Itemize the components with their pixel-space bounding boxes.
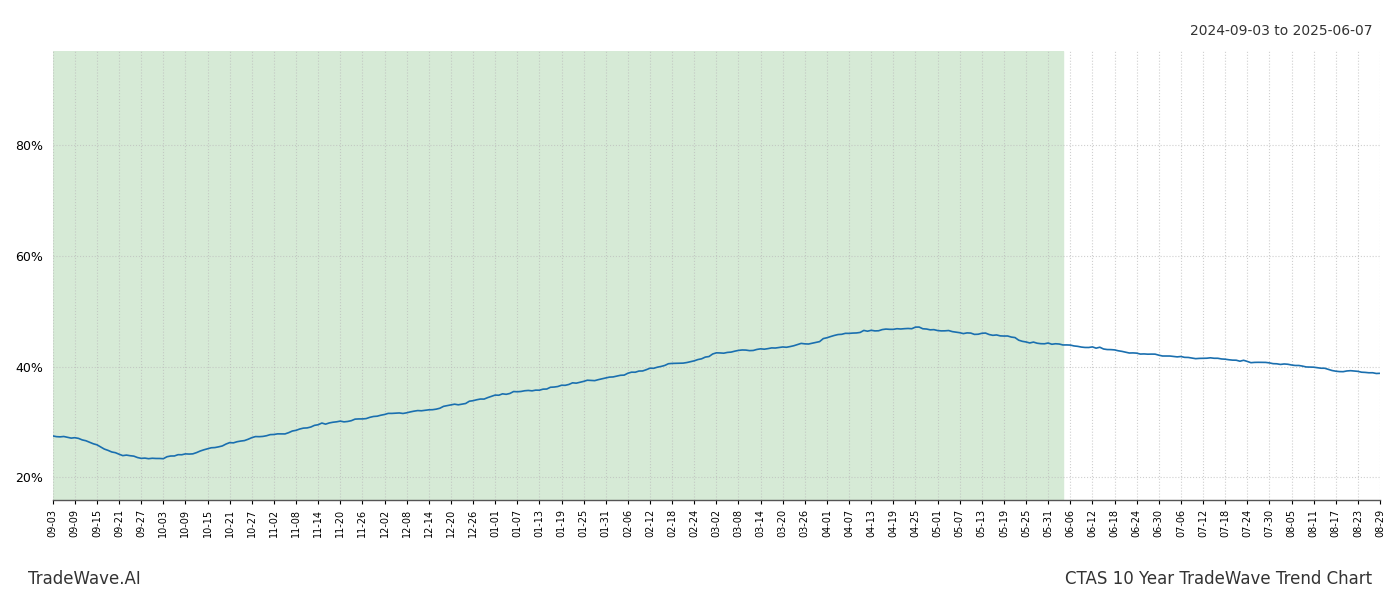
Bar — [53, 51, 1063, 500]
Text: 2024-09-03 to 2025-06-07: 2024-09-03 to 2025-06-07 — [1190, 24, 1372, 38]
Text: CTAS 10 Year TradeWave Trend Chart: CTAS 10 Year TradeWave Trend Chart — [1065, 570, 1372, 588]
Text: TradeWave.AI: TradeWave.AI — [28, 570, 141, 588]
